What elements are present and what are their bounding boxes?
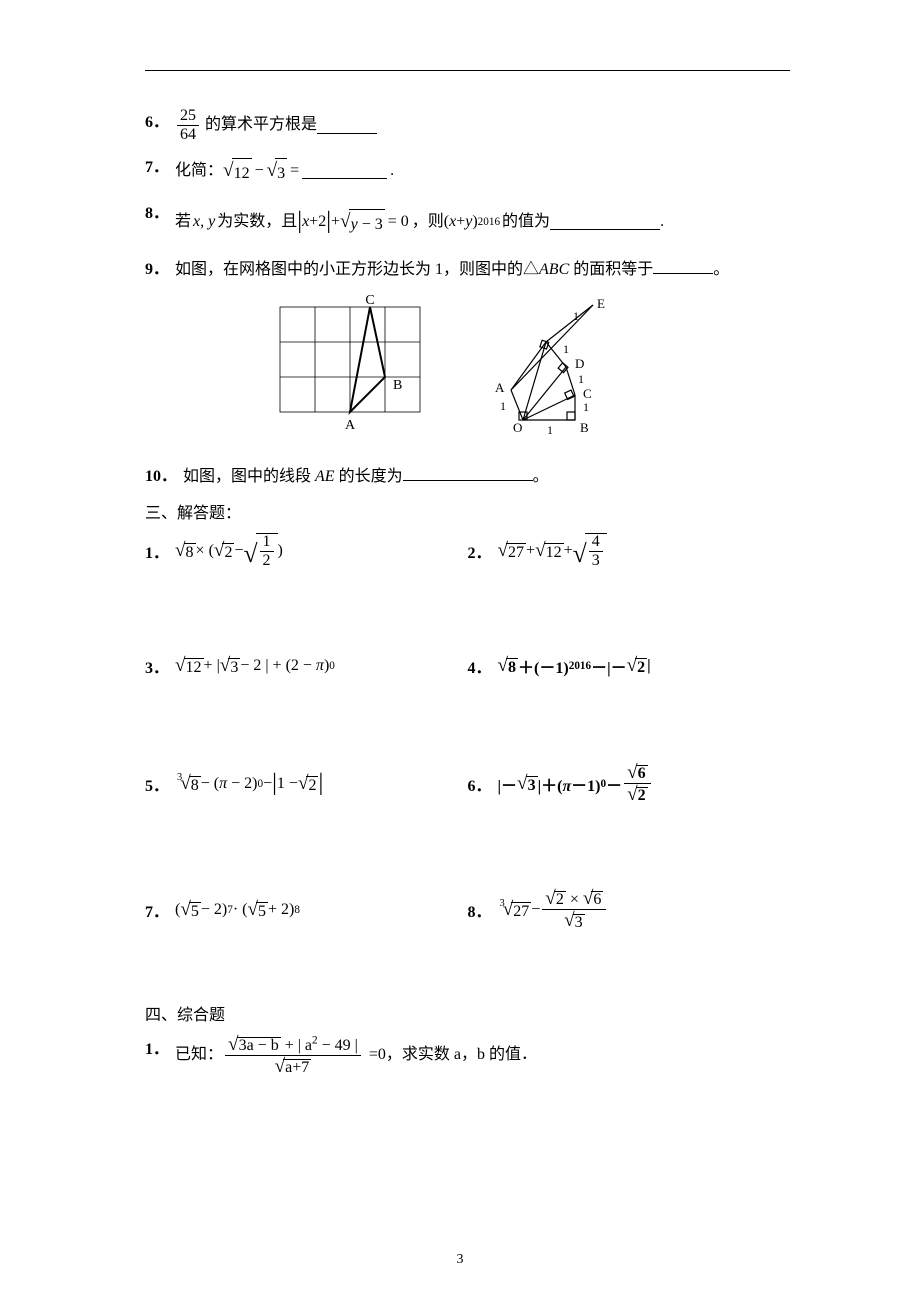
- page-top-rule: [145, 70, 790, 71]
- svg-text:1: 1: [578, 372, 584, 386]
- q6-text: 的算术平方根是: [205, 110, 317, 140]
- comp1-fraction: √3a − b + | a2 − 49 | √a+7: [225, 1035, 361, 1076]
- calc-8: 8． 3√27 − √2 × √6√3: [468, 889, 791, 930]
- svg-text:1: 1: [500, 399, 506, 413]
- figures-row: A B C: [145, 295, 790, 450]
- svg-text:1: 1: [583, 400, 589, 414]
- svg-text:1: 1: [563, 342, 569, 356]
- question-8: 8． 若 x, y 为实数，且 | x+2 | + √y − 3 = 0 ，则 …: [145, 199, 790, 245]
- calc-row-2: 3． √12 + | √3 − 2 | + (2 − π)0 4． √8 ＋(－…: [145, 654, 790, 678]
- calc-7: 7． (√5 − 2)7 · (√5 + 2)8: [145, 889, 468, 930]
- page-number: 3: [457, 1252, 464, 1268]
- calc-row-3: 5． 3√8 − (π − 2)0 − |1 − √2| 6． |－√3|＋(π…: [145, 763, 790, 804]
- calc-6: 6． |－√3|＋(π－1)0－ √6√2: [468, 763, 791, 804]
- question-10: 10． 如图，图中的线段 AE 的长度为。: [145, 462, 790, 492]
- question-6: 6． 25 64 的算术平方根是: [145, 108, 790, 143]
- q7-blank: [302, 163, 387, 179]
- question-9: 9． 如图，在网格图中的小正方形边长为 1，则图中的△ABC 的面积等于。: [145, 255, 790, 285]
- comp1-number: 1．: [145, 1035, 169, 1065]
- q7-sqrt12: √12: [223, 153, 252, 189]
- comprehensive-1: 1． 已知： √3a − b + | a2 − 49 | √a+7 =0，求实数…: [145, 1035, 790, 1076]
- calc-row-4: 7． (√5 − 2)7 · (√5 + 2)8 8． 3√27 − √2 × …: [145, 889, 790, 930]
- q8-number: 8．: [145, 199, 169, 229]
- svg-text:O: O: [513, 420, 522, 435]
- section-3-title: 三、解答题：: [145, 499, 790, 523]
- calc-1: 1． √8 × ( √2 − √12 ): [145, 533, 468, 569]
- svg-text:B: B: [393, 378, 402, 393]
- svg-text:E: E: [597, 296, 605, 311]
- svg-text:1: 1: [573, 309, 579, 323]
- q9-blank: [653, 258, 713, 274]
- spiral-figure: O B C D E A 1 1 1 1 1 1: [483, 295, 668, 450]
- q10-blank: [403, 465, 533, 481]
- q7-number: 7．: [145, 153, 169, 183]
- q7-label: 化简：: [175, 156, 223, 186]
- question-7: 7． 化简： √12 − √3 = .: [145, 153, 790, 189]
- svg-text:C: C: [583, 386, 592, 401]
- svg-text:A: A: [495, 380, 505, 395]
- q8-sqrt: √y − 3: [340, 204, 385, 240]
- calc-row-1: 1． √8 × ( √2 − √12 ) 2． √27 + √12 + √43: [145, 533, 790, 569]
- svg-text:C: C: [365, 295, 374, 308]
- q10-number: 10．: [145, 462, 177, 492]
- calc-4: 4． √8 ＋(－1)2016－|－ √2 |: [468, 654, 791, 678]
- svg-text:1: 1: [547, 423, 553, 437]
- page-content: 6． 25 64 的算术平方根是 7． 化简： √12 − √3 = . 8． …: [145, 70, 790, 1076]
- q8-blank: [550, 214, 660, 230]
- calc-3: 3． √12 + | √3 − 2 | + (2 − π)0: [145, 654, 468, 678]
- q6-blank: [317, 118, 377, 134]
- svg-text:D: D: [575, 356, 584, 371]
- q6-fraction: 25 64: [177, 108, 199, 143]
- calc-2: 2． √27 + √12 + √43: [468, 533, 791, 569]
- q6-number: 6．: [145, 108, 169, 138]
- section-4-title: 四、综合题: [145, 1001, 790, 1025]
- calc-5: 5． 3√8 − (π − 2)0 − |1 − √2|: [145, 763, 468, 804]
- grid-triangle-figure: A B C: [268, 295, 433, 440]
- svg-text:B: B: [580, 420, 589, 435]
- q9-number: 9．: [145, 255, 169, 285]
- svg-text:A: A: [344, 418, 355, 433]
- q7-sqrt3: √3: [267, 153, 288, 189]
